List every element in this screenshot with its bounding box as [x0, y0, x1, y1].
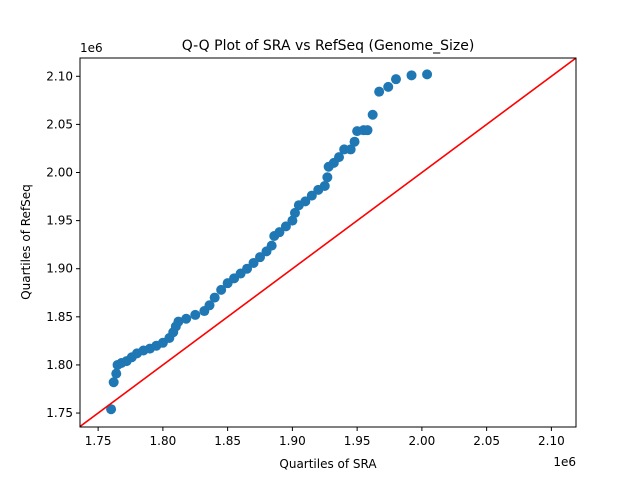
x-tick-label: 2.00 [409, 434, 436, 448]
chart-title: Q-Q Plot of SRA vs RefSeq (Genome_Size) [182, 38, 475, 54]
y-tick-label: 1.95 [46, 214, 73, 228]
plot-frame [79, 57, 577, 428]
x-tick-label: 1.85 [214, 434, 241, 448]
data-point [255, 252, 266, 263]
data-point [204, 300, 215, 311]
data-point [216, 284, 227, 295]
data-point [111, 368, 122, 379]
y-offset-label: 1e6 [80, 41, 103, 55]
y-tick-label: 2.00 [46, 166, 73, 180]
data-point [108, 377, 119, 388]
y-tick-label: 1.85 [46, 310, 73, 324]
y-tick-label: 1.90 [46, 262, 73, 276]
x-tick-label: 1.80 [150, 434, 177, 448]
data-point [173, 316, 184, 327]
data-point [349, 136, 360, 147]
y-tick-label: 1.80 [46, 358, 73, 372]
x-tick-label: 1.90 [279, 434, 306, 448]
data-point [334, 152, 345, 163]
data-point [289, 207, 300, 218]
y-axis-label: Quartiles of RefSeq [19, 184, 33, 300]
x-offset-label: 1e6 [553, 455, 576, 469]
data-point [274, 227, 285, 238]
data-point [190, 309, 201, 320]
data-point [300, 196, 311, 207]
x-tick-label: 2.10 [538, 434, 565, 448]
x-tick-label: 1.95 [344, 434, 371, 448]
data-point [406, 70, 417, 81]
data-point [390, 74, 401, 85]
x-axis-label: Quartiles of SRA [279, 457, 377, 471]
y-tick-label: 2.10 [46, 69, 73, 83]
y-tick-label: 1.75 [46, 406, 73, 420]
data-point [322, 172, 333, 183]
x-tick-label: 2.05 [473, 434, 500, 448]
data-point [181, 313, 192, 324]
data-point [362, 125, 373, 136]
data-point [248, 257, 259, 268]
data-point [367, 109, 378, 120]
y-tick-label: 2.05 [46, 117, 73, 131]
data-point [319, 180, 330, 191]
data-point [266, 240, 277, 251]
data-point [374, 86, 385, 97]
data-point [242, 263, 253, 274]
data-point [345, 144, 356, 155]
data-point [306, 190, 317, 201]
data-point [422, 69, 433, 80]
data-point [280, 221, 291, 232]
x-tick-label: 1.75 [85, 434, 112, 448]
reference-line [80, 58, 576, 427]
data-point [209, 292, 220, 303]
data-point [287, 215, 298, 226]
data-point [106, 404, 117, 415]
data-point [383, 81, 394, 92]
